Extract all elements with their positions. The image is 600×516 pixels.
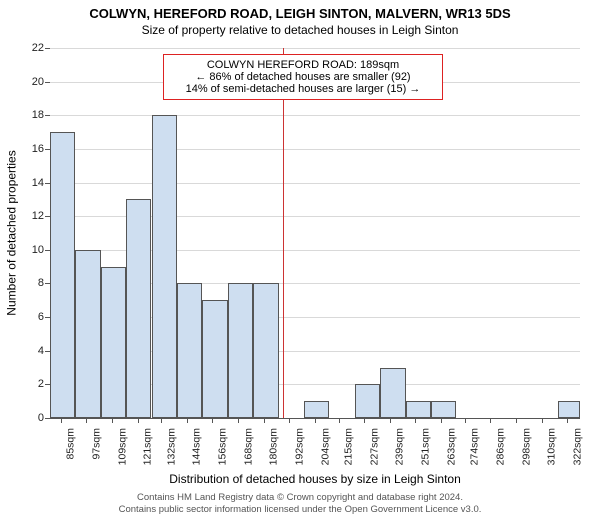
reference-line [283,48,284,418]
histogram-bar [253,283,278,418]
chart-footer: Contains HM Land Registry data © Crown c… [0,492,600,516]
x-tick-mark [212,418,213,423]
x-tick-mark [441,418,442,423]
x-tick-mark [61,418,62,423]
x-tick-mark [415,418,416,423]
x-tick-mark [112,418,113,423]
y-tick-label: 22 [18,42,44,54]
annotation-line2: ← 86% of detached houses are smaller (92… [170,71,436,83]
histogram-bar [228,283,253,418]
x-tick-mark [567,418,568,423]
gridline [50,48,580,49]
x-axis-label: Distribution of detached houses by size … [50,472,580,486]
y-tick-mark [45,82,50,83]
x-tick-mark [187,418,188,423]
x-tick-mark [516,418,517,423]
y-tick-label: 10 [18,244,44,256]
x-tick-mark [86,418,87,423]
histogram-bar [101,267,126,418]
gridline [50,149,580,150]
x-tick-mark [315,418,316,423]
annotation-box: COLWYN HEREFORD ROAD: 189sqm← 86% of det… [163,54,443,100]
x-tick-mark [542,418,543,423]
annotation-line1: COLWYN HEREFORD ROAD: 189sqm [170,59,436,71]
y-axis-label-wrap: Number of detached properties [4,48,20,418]
x-tick-mark [364,418,365,423]
x-tick-mark [390,418,391,423]
y-tick-label: 0 [18,412,44,424]
histogram-bar [50,132,75,418]
x-tick-mark [264,418,265,423]
histogram-bar [355,384,380,418]
histogram-bar [152,115,177,418]
chart-title-line2: Size of property relative to detached ho… [0,21,600,37]
histogram-bar [406,401,431,418]
plot-area: 0246810121416182022COLWYN HEREFORD ROAD:… [50,48,580,418]
chart-container: COLWYN, HEREFORD ROAD, LEIGH SINTON, MAL… [0,0,600,500]
y-tick-label: 6 [18,311,44,323]
annotation-line3: 14% of semi-detached houses are larger (… [170,83,436,95]
histogram-bar [304,401,329,418]
histogram-bar [177,283,202,418]
gridline [50,115,580,116]
histogram-bar [75,250,100,418]
x-tick-mark [238,418,239,423]
x-tick-mark [161,418,162,423]
y-tick-mark [45,115,50,116]
histogram-bar [431,401,456,418]
footer-line1: Contains HM Land Registry data © Crown c… [0,492,600,504]
y-tick-label: 16 [18,143,44,155]
y-tick-label: 8 [18,277,44,289]
y-tick-label: 20 [18,76,44,88]
y-tick-label: 12 [18,210,44,222]
y-tick-label: 14 [18,177,44,189]
y-tick-label: 18 [18,109,44,121]
x-tick-mark [339,418,340,423]
histogram-bar [202,300,227,418]
y-axis-label: Number of detached properties [5,150,19,315]
histogram-bar [558,401,580,418]
y-tick-label: 4 [18,345,44,357]
x-tick-mark [289,418,290,423]
x-tick-mark [465,418,466,423]
histogram-bar [126,199,151,418]
y-tick-label: 2 [18,378,44,390]
plot-wrap: 0246810121416182022COLWYN HEREFORD ROAD:… [50,48,580,418]
footer-line2: Contains public sector information licen… [0,504,600,516]
gridline [50,183,580,184]
chart-title-line1: COLWYN, HEREFORD ROAD, LEIGH SINTON, MAL… [0,0,600,21]
x-tick-mark [138,418,139,423]
y-tick-mark [45,48,50,49]
histogram-bar [380,368,405,418]
x-tick-mark [490,418,491,423]
